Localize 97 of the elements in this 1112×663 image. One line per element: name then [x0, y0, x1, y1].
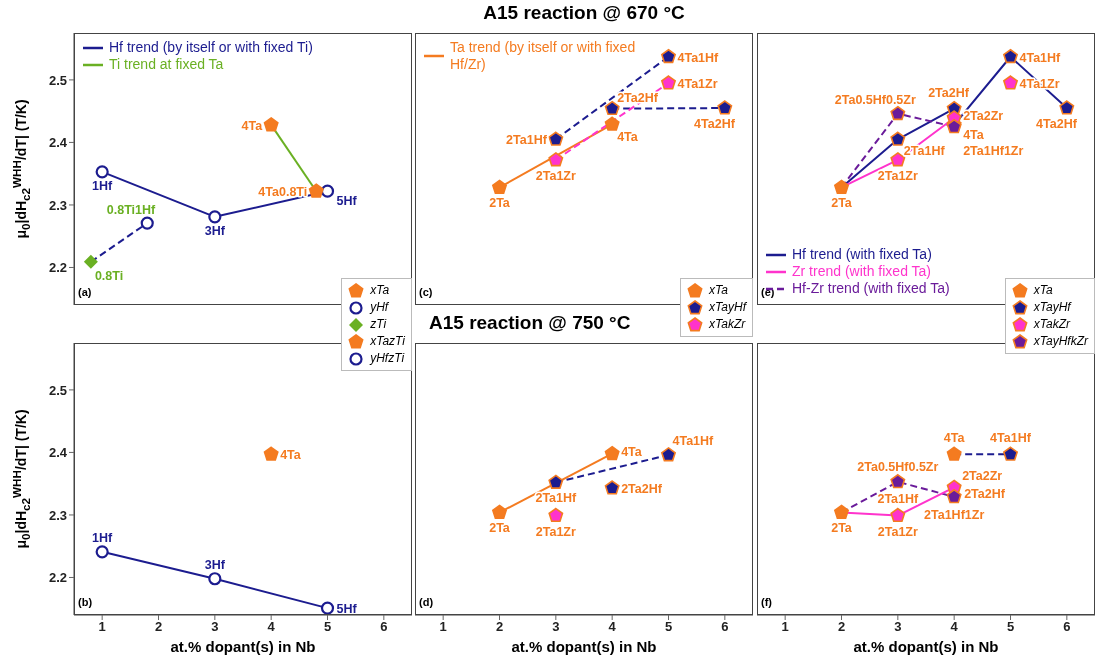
annotation: (f) [761, 596, 772, 608]
annotation: 4Ta1Zr [677, 77, 718, 92]
x-tick-label: 4 [950, 619, 959, 635]
annotation: 2Ta2Hf [621, 482, 663, 497]
legend-label: xTakZr [709, 316, 746, 333]
annotation: 4Ta1Hf [990, 431, 1032, 446]
y-tick-label: 2.2 [48, 570, 67, 586]
y-tick-label: 2.4 [48, 135, 68, 151]
legend-label: zTi [370, 316, 387, 333]
annotation: 4Ta [943, 431, 966, 446]
annotation: 0.8Ti [94, 268, 124, 283]
annotation: 2Ta1Zr [535, 168, 576, 183]
chart-title: A15 reaction @ 750 °C [429, 312, 631, 334]
y-tick-label: 2.3 [48, 197, 67, 213]
y-tick-label: 2.2 [48, 260, 67, 276]
annotation: (d) [419, 596, 434, 608]
legend-label: Ta trend (by itself or with fixed Hf/Zr) [450, 39, 637, 73]
legend-label: xTa [1033, 282, 1053, 299]
annotation: 2Ta2Zr [962, 469, 1003, 484]
y-tick-label: 2.5 [48, 382, 67, 398]
x-tick-label: 2 [154, 619, 163, 635]
annotation: 2Ta0.5Hf0.5Zr [857, 459, 939, 474]
annotation: 4Ta [241, 118, 264, 133]
annotation: 2Ta1Zr [877, 524, 918, 539]
x-tick-label: 4 [608, 619, 617, 635]
chart-title: A15 reaction @ 670 °C [482, 2, 686, 24]
annotation: 4Ta2Hf [1036, 117, 1078, 132]
x-tick-label: 6 [721, 619, 729, 635]
annotation: 2Ta1Zr [535, 524, 576, 539]
annotation: 2Ta1Hf [535, 491, 578, 506]
annotation: 4Ta0.8Ti [258, 185, 308, 200]
x-tick-label: 6 [380, 619, 388, 635]
x-tick-label: 5 [1006, 619, 1015, 635]
annotation: 4Ta [963, 127, 985, 142]
annotation: 2Ta [489, 196, 511, 211]
annotation: 2Ta0.5Hf0.5Zr [834, 92, 916, 107]
legend-label: xTayHf [709, 299, 746, 316]
annotation: 2Ta2Hf [928, 85, 970, 100]
y-tick-label: 2.3 [48, 507, 67, 523]
legend-label: Hf trend (with fixed Ta) [792, 246, 932, 263]
annotation: 5Hf [336, 602, 358, 617]
x-tick-label: 6 [1063, 619, 1071, 635]
annotation: 2Ta [489, 521, 511, 536]
annotation: 4Ta [621, 444, 643, 459]
x-tick-label: 3 [211, 619, 219, 635]
annotation: 2Ta1Hf1Zr [963, 143, 1024, 158]
y-tick-label: 2.5 [48, 72, 67, 88]
annotation: 4Ta1Hf [672, 433, 715, 448]
legend-label: xTazTi [370, 333, 405, 350]
x-tick-label: 3 [552, 619, 560, 635]
annotation: 5Hf [336, 194, 358, 209]
legend-label: Zr trend (with fixed Ta) [792, 263, 932, 280]
x-tick-label: 2 [495, 619, 504, 635]
annotation: 3Hf [204, 557, 226, 572]
annotation: 2Ta1Zr [877, 168, 918, 183]
x-axis-title: at.% dopant(s) in Nb [169, 638, 317, 655]
legend-label: Ti trend at fixed Ta [109, 56, 224, 73]
x-tick-label: 5 [323, 619, 332, 635]
annotation: 2Ta2Hf [617, 90, 659, 105]
annotation: (b) [78, 596, 93, 608]
annotation: 2Ta1Hf [877, 491, 920, 506]
legend-label: xTa [370, 282, 390, 299]
x-tick-label: 1 [98, 619, 106, 635]
annotation: 2Ta1Hf1Zr [924, 507, 985, 522]
annotation: 2Ta [831, 521, 853, 536]
legend-label: xTa [709, 282, 728, 299]
legend-label: Hf trend (by itself or with fixed Ti) [109, 39, 313, 56]
annotation: 4Ta2Hf [694, 117, 736, 132]
legend-label: xTakZr [1033, 316, 1070, 333]
legend-label: yHfzTi [370, 350, 405, 367]
x-tick-label: 1 [439, 619, 447, 635]
x-tick-label: 3 [894, 619, 902, 635]
legend-label: xTayHfkZr [1033, 333, 1088, 350]
legend-label: Hf-Zr trend (with fixed Ta) [792, 280, 950, 297]
x-tick-label: 5 [664, 619, 673, 635]
annotation: 2Ta1Hf [506, 133, 548, 148]
annotation: 2Ta2Zr [963, 109, 1004, 124]
annotation: 0.8Ti1Hf [106, 203, 157, 218]
annotation: 4Ta1Hf [1019, 50, 1062, 65]
x-tick-label: 4 [267, 619, 276, 635]
annotation: (a) [78, 286, 92, 298]
y-tick-label: 2.4 [48, 445, 68, 461]
legend-label: xTayHf [1033, 299, 1071, 316]
annotation: 1Hf [92, 530, 114, 545]
annotation: (c) [419, 286, 433, 298]
x-axis-title: at.% dopant(s) in Nb [852, 638, 1000, 655]
annotation: 4Ta [617, 130, 639, 145]
legend-label: yHf [370, 299, 389, 316]
x-axis-title: at.% dopant(s) in Nb [510, 638, 658, 655]
x-tick-label: 1 [781, 619, 789, 635]
annotation: 4Ta1Hf [677, 50, 720, 65]
annotation: 3Hf [204, 223, 226, 238]
annotation: 1Hf [92, 178, 114, 193]
annotation: 4Ta [280, 448, 302, 463]
annotation: 2Ta [831, 196, 853, 211]
x-tick-label: 2 [837, 619, 846, 635]
annotation: 2Ta2Hf [964, 486, 1006, 501]
